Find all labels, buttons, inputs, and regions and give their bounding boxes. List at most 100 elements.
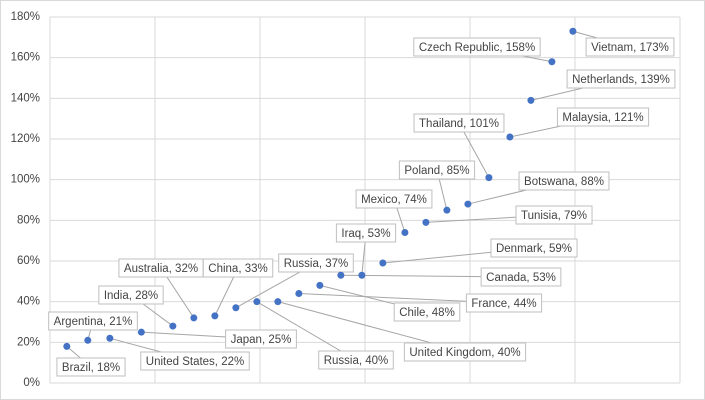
data-label-box	[355, 189, 433, 209]
y-tick-label: 80%	[17, 214, 40, 226]
point	[253, 298, 261, 306]
data-label-box	[403, 342, 527, 362]
point	[295, 290, 303, 298]
data-label: Argentina, 21%	[48, 311, 138, 331]
data-label-box	[413, 113, 505, 133]
data-label: Russia, 37%	[278, 253, 354, 273]
point	[548, 58, 556, 66]
data-label-box	[556, 107, 650, 127]
data-label-box	[335, 223, 397, 243]
data-label-box	[393, 302, 461, 322]
point	[527, 96, 535, 104]
data-label-box	[480, 267, 562, 287]
data-label: Japan, 25%	[225, 329, 297, 349]
data-label-text: France, 44%	[471, 298, 536, 310]
y-tick-label: 60%	[17, 255, 40, 267]
data-label-box	[413, 37, 541, 57]
data-label-box	[518, 171, 610, 191]
data-label: Iraq, 53%	[335, 223, 397, 243]
leader-line	[256, 301, 357, 361]
data-label: China, 33%	[202, 258, 274, 278]
data-label: Russia, 40%	[318, 350, 394, 370]
data-label-text: Denmark, 59%	[496, 243, 572, 255]
y-tick-label: 120%	[11, 133, 40, 145]
data-label-text: Brazil, 18%	[62, 362, 120, 374]
data-labels: Brazil, 18% Argentina, 21% United States, …	[48, 30, 676, 377]
y-tick-label: 160%	[11, 52, 40, 64]
data-label: Canada, 53%	[480, 267, 562, 287]
data-label-box	[225, 329, 297, 349]
data-label: United Kingdom, 40%	[403, 342, 527, 362]
data-label-box	[465, 293, 543, 313]
y-tick-label: 0%	[23, 377, 40, 389]
data-label: Denmark, 59%	[490, 238, 578, 258]
point	[106, 334, 114, 342]
point	[137, 328, 145, 336]
data-label-box	[56, 357, 126, 377]
data-label: United States, 22%	[140, 351, 250, 371]
data-label-box	[398, 160, 476, 180]
data-label: Vietnam, 173%	[585, 37, 675, 57]
data-label: Malaysia, 121%	[556, 107, 650, 127]
point	[464, 200, 472, 208]
data-label: India, 28%	[98, 285, 164, 305]
point	[169, 322, 177, 330]
data-label: Tunisia, 79%	[515, 205, 593, 225]
point	[211, 312, 219, 320]
point	[569, 27, 577, 35]
point	[190, 314, 198, 322]
y-tick-label: 20%	[17, 336, 40, 348]
point	[316, 281, 324, 289]
data-label: Czech Republic, 158%	[413, 37, 541, 57]
y-tick-label: 100%	[11, 174, 40, 186]
point	[485, 174, 493, 182]
data-label-text: Australia, 32%	[124, 263, 198, 275]
point	[401, 229, 409, 237]
data-label-text: United States, 22%	[146, 356, 244, 368]
data-label-box	[48, 311, 138, 331]
data-label-text: China, 33%	[208, 263, 267, 275]
data-label-text: Czech Republic, 158%	[419, 42, 535, 54]
data-label: Poland, 85%	[398, 160, 476, 180]
point	[337, 271, 345, 279]
data-label-text: Malaysia, 121%	[562, 112, 643, 124]
data-label-text: Netherlands, 139%	[572, 74, 670, 86]
data-label-box	[585, 37, 675, 57]
data-label-text: United Kingdom, 40%	[409, 347, 520, 359]
point	[443, 206, 451, 214]
point	[506, 133, 514, 141]
data-label: Mexico, 74%	[355, 189, 433, 209]
data-label-box	[98, 285, 164, 305]
point	[84, 336, 92, 344]
data-label-text: Japan, 25%	[231, 334, 292, 346]
point	[379, 259, 387, 267]
data-label-text: Tunisia, 79%	[521, 210, 587, 222]
data-label: Thailand, 101%	[413, 113, 505, 133]
data-label-box	[490, 238, 578, 258]
data-label-text: Botswana, 88%	[524, 176, 604, 188]
data-label-text: India, 28%	[104, 290, 158, 302]
data-label-text: Russia, 37%	[284, 258, 349, 270]
data-label-box	[566, 69, 676, 89]
data-label: Brazil, 18%	[56, 357, 126, 377]
data-label: France, 44%	[465, 293, 543, 313]
point	[232, 304, 240, 312]
data-label-text: Thailand, 101%	[419, 118, 499, 130]
data-label-text: Mexico, 74%	[361, 194, 427, 206]
y-tick-label: 180%	[11, 11, 40, 23]
y-tick-label: 40%	[17, 296, 40, 308]
data-label-text: Iraq, 53%	[341, 228, 390, 240]
data-label-text: Canada, 53%	[486, 272, 556, 284]
data-label-box	[140, 351, 250, 371]
data-label-box	[318, 350, 394, 370]
data-label-box	[278, 253, 354, 273]
point	[63, 342, 71, 350]
data-label-text: Poland, 85%	[404, 165, 469, 177]
data-label: Netherlands, 139%	[566, 69, 676, 89]
data-label: Chile, 48%	[393, 302, 461, 322]
data-label-box	[202, 258, 274, 278]
point	[422, 218, 430, 226]
data-label-text: Russia, 40%	[324, 355, 389, 367]
